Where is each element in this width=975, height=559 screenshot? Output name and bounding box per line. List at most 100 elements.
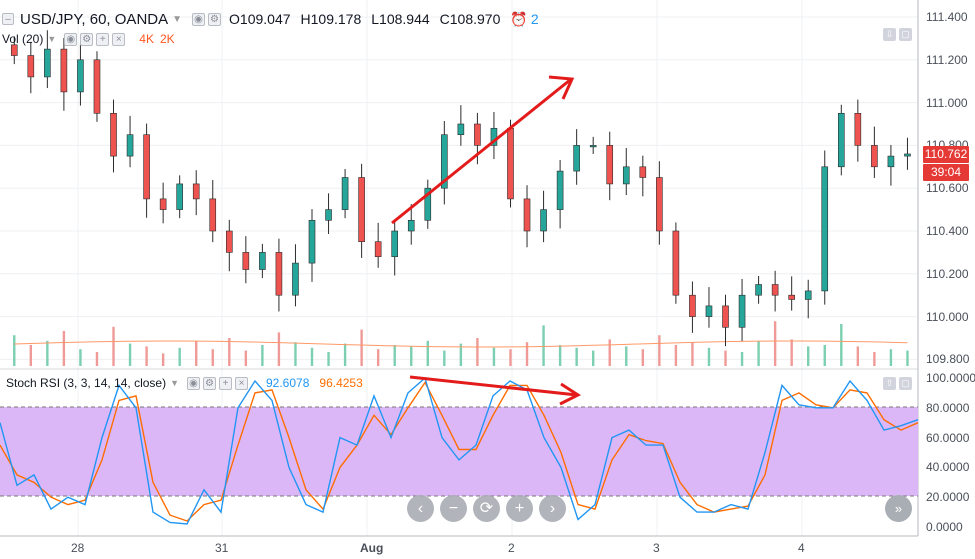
candle <box>209 180 217 243</box>
reset-chart-button[interactable]: ⟳ <box>473 495 500 522</box>
go-to-realtime-button[interactable]: » <box>885 495 912 522</box>
scroll-left-button[interactable]: ‹ <box>407 495 434 522</box>
stoch-rsi-axis-label: 100.0000 <box>926 371 975 385</box>
volume-bar <box>145 346 148 366</box>
add-icon[interactable]: + <box>219 376 232 390</box>
candle-body <box>110 113 117 157</box>
bar-countdown-tag: 39:04 <box>923 164 969 181</box>
volume-bar <box>393 345 396 366</box>
symbol-title[interactable]: USD/JPY, 60, OANDA <box>20 10 169 28</box>
candle-body <box>275 252 283 296</box>
chevron-down-icon[interactable]: ▼ <box>47 34 57 44</box>
candle-body <box>60 48 68 93</box>
stoch-rsi-axis-label: 40.0000 <box>926 460 970 475</box>
candle-body <box>523 198 531 232</box>
candle-body <box>722 305 729 328</box>
time-axis-label: 4 <box>798 541 805 555</box>
candle-body <box>705 305 713 317</box>
candle <box>441 121 448 205</box>
candle <box>292 244 299 307</box>
candle <box>738 278 746 341</box>
maximize-icon[interactable]: ▢ <box>899 377 912 390</box>
volume-value-2: 2K <box>159 32 175 46</box>
candle-body <box>341 177 349 210</box>
candle-body <box>589 145 597 148</box>
open-value: O109.047 <box>229 11 291 27</box>
settings-icon[interactable]: ⚙ <box>80 32 94 46</box>
candle-body <box>424 187 432 221</box>
time-axis-label: 3 <box>653 541 660 555</box>
candle <box>639 155 647 197</box>
candle <box>523 185 531 248</box>
volume-label[interactable]: Vol (20) <box>2 32 44 46</box>
price-axis-label: 111.400 <box>926 10 968 24</box>
move-up-icon[interactable]: ⇧ <box>883 377 896 390</box>
candle-body <box>77 59 84 93</box>
candle <box>904 137 911 170</box>
candle <box>854 99 862 162</box>
stoch-rsi-d-line <box>0 381 919 522</box>
volume-bar <box>542 325 545 366</box>
alerts-counter[interactable]: ⏰ 2 <box>510 11 538 28</box>
add-icon[interactable]: + <box>96 32 110 46</box>
candle <box>110 99 117 173</box>
trend-arrow-price[interactable] <box>391 75 575 225</box>
volume-bar <box>625 346 628 366</box>
candle-body <box>44 48 51 78</box>
price-axis-label: 110.200 <box>926 266 969 281</box>
settings-icon[interactable]: ⚙ <box>208 12 222 26</box>
volume-bar <box>95 352 99 366</box>
volume-bar <box>161 353 165 366</box>
candle <box>143 123 150 218</box>
volume-bar <box>112 326 115 366</box>
candle <box>490 112 498 160</box>
candle-body <box>622 166 630 185</box>
volume-bar <box>79 349 82 366</box>
stoch-rsi-label[interactable]: Stoch RSI (3, 3, 14, 14, close) <box>6 376 167 390</box>
volume-bar <box>591 350 595 366</box>
stoch-rsi-d-value: 96.4253 <box>319 376 363 390</box>
maximize-icon[interactable]: ▢ <box>899 28 912 41</box>
candle <box>755 275 762 304</box>
candle <box>722 294 729 347</box>
candle <box>391 219 399 276</box>
candle <box>507 119 514 208</box>
candle-body <box>242 252 250 270</box>
eye-icon[interactable]: ◉ <box>192 12 206 26</box>
close-value: C108.970 <box>439 11 501 27</box>
trend-arrow-rsi[interactable] <box>409 375 582 406</box>
candle <box>242 236 250 284</box>
stoch-rsi-axis-label: 60.0000 <box>926 430 970 445</box>
volume-bar <box>178 347 181 366</box>
candle <box>672 222 680 304</box>
candle <box>374 222 382 268</box>
volume-bar <box>13 335 16 366</box>
candle-body <box>391 230 399 257</box>
scroll-right-button[interactable]: › <box>539 495 566 522</box>
chevron-down-icon[interactable]: ▼ <box>172 13 183 25</box>
zoom-in-button[interactable]: + <box>506 495 533 522</box>
candle <box>126 115 134 168</box>
volume-bar <box>261 345 264 366</box>
eye-icon[interactable]: ◉ <box>64 32 78 46</box>
volume-bar <box>856 346 860 366</box>
price-axis-label: 110.000 <box>926 309 969 324</box>
zoom-out-button[interactable]: − <box>440 495 467 522</box>
volume-bar <box>873 352 876 366</box>
close-icon[interactable]: × <box>112 32 126 46</box>
candle-body <box>904 153 911 157</box>
price-axis-label: 111.000 <box>926 95 968 110</box>
volume-bar <box>773 321 777 366</box>
settings-icon[interactable]: ⚙ <box>203 376 216 390</box>
close-icon[interactable]: × <box>235 376 248 390</box>
stoch-rsi-k-line <box>0 376 919 525</box>
move-down-icon[interactable]: ⇩ <box>883 28 896 41</box>
volume-bar <box>724 350 727 366</box>
candle-body <box>209 198 217 232</box>
chevron-down-icon[interactable]: ▼ <box>170 378 179 388</box>
eye-icon[interactable]: ◉ <box>187 376 200 390</box>
volume-bar <box>707 347 711 366</box>
collapse-icon[interactable]: – <box>2 13 14 25</box>
candle <box>424 179 432 229</box>
